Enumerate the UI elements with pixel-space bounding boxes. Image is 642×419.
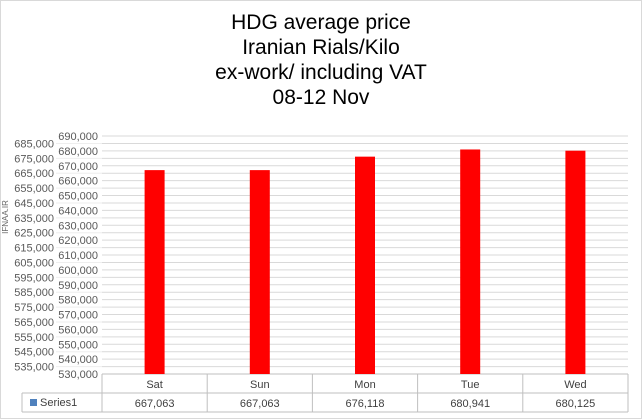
y-tick-label: 590,000 (58, 280, 98, 292)
y-tick-label: 675,000 (14, 153, 54, 165)
bar (565, 150, 586, 374)
y-tick-label: 600,000 (58, 265, 98, 277)
y-tick-label: 565,000 (14, 317, 54, 329)
x-tick-label: Tue (461, 379, 480, 391)
y-tick-label: 540,000 (58, 354, 98, 366)
y-tick-label: 690,000 (58, 131, 98, 143)
y-tick-label: 630,000 (58, 220, 98, 232)
x-tick-label: Sun (250, 379, 270, 391)
y-tick-label: 585,000 (14, 287, 54, 299)
data-label: 680,125 (556, 398, 596, 410)
bar (355, 156, 375, 374)
y-tick-label: 620,000 (58, 235, 98, 247)
y-tick-label: 625,000 (14, 228, 54, 240)
data-label: 667,063 (240, 398, 280, 410)
y-tick-label: 615,000 (14, 243, 54, 255)
title-line: Iranian Rials/Kilo (242, 36, 400, 59)
data-label: 676,118 (346, 398, 385, 410)
x-tick-label: Wed (564, 379, 586, 391)
y-tick-label: 655,000 (14, 183, 54, 195)
bar (144, 170, 165, 374)
title-line: HDG average price (231, 11, 411, 34)
y-tick-label: 685,000 (14, 138, 54, 150)
y-tick-label: 535,000 (14, 362, 54, 374)
chart-title: HDG average price Iranian Rials/Kilo ex-… (0, 10, 642, 110)
x-tick-label: Mon (354, 379, 375, 391)
y-tick-label: 635,000 (14, 213, 54, 225)
y-tick-label: 595,000 (14, 272, 54, 284)
y-tick-label: 570,000 (58, 310, 98, 322)
title-line: 08-12 Nov (272, 86, 370, 109)
y-tick-label: 555,000 (14, 332, 54, 344)
y-tick-label: 560,000 (58, 324, 98, 336)
y-tick-label: 665,000 (14, 168, 54, 180)
y-tick-label: 545,000 (14, 347, 54, 359)
y-tick-label: 575,000 (14, 302, 54, 314)
y-tick-label: 530,000 (58, 369, 98, 381)
legend-label: Series1 (40, 397, 77, 409)
y-tick-label: 660,000 (58, 176, 98, 188)
bar (249, 170, 270, 374)
legend-key (30, 399, 37, 406)
bar (460, 149, 481, 374)
y-tick-label: 610,000 (58, 250, 98, 262)
y-tick-label: 680,000 (58, 146, 98, 158)
y-tick-label: 640,000 (58, 205, 98, 217)
title-line: ex-work/ including VAT (215, 61, 427, 84)
data-label: 680,941 (450, 398, 490, 410)
y-tick-label: 670,000 (58, 161, 98, 173)
y-tick-label: 650,000 (58, 191, 98, 203)
data-label: 667,063 (135, 398, 175, 410)
y-tick-label: 605,000 (14, 257, 54, 269)
y-tick-label: 580,000 (58, 295, 98, 307)
y-tick-label: 645,000 (14, 198, 54, 210)
x-tick-label: Sat (146, 379, 163, 391)
y-tick-label: 550,000 (58, 339, 98, 351)
